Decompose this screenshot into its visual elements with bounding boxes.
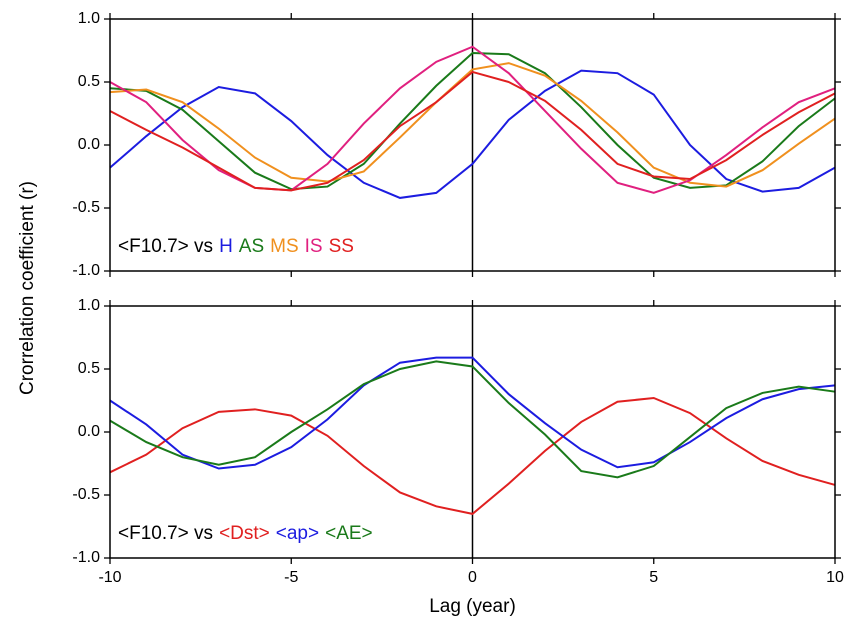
legend-entry: MS xyxy=(270,236,299,257)
x-tick-label: 10 xyxy=(826,569,844,586)
x-tick-label: 0 xyxy=(468,569,477,586)
series-line xyxy=(109,70,836,192)
plot-frame xyxy=(109,305,836,559)
series-line xyxy=(109,396,836,515)
series-line xyxy=(109,356,836,470)
x-axis-label: Lag (year) xyxy=(429,596,516,617)
y-tick-label: 0.5 xyxy=(78,73,100,90)
series-line xyxy=(109,62,836,188)
x-tick-label: -5 xyxy=(284,569,298,586)
y-tick-label: 1.0 xyxy=(78,10,100,27)
series-line xyxy=(109,360,836,479)
plot-frame xyxy=(109,18,836,272)
y-axis-label: Crorrelation coefficient (r) xyxy=(17,181,38,395)
legend-entry: <ap> xyxy=(276,523,319,544)
x-tick-label: -10 xyxy=(98,569,121,586)
y-tick-label: 0.0 xyxy=(78,423,100,440)
y-tick-label: -1.0 xyxy=(72,262,100,279)
series-line xyxy=(109,69,836,199)
y-tick-label: -0.5 xyxy=(72,199,100,216)
legend-title: <F10.7> vs xyxy=(118,236,213,257)
y-tick-label: 1.0 xyxy=(78,297,100,314)
y-tick-label: -0.5 xyxy=(72,486,100,503)
y-tick-label: 0.5 xyxy=(78,360,100,377)
y-tick-label: 0.0 xyxy=(78,136,100,153)
legend-entry: <Dst> xyxy=(219,523,270,544)
legend-entry: IS xyxy=(305,236,323,257)
y-tick-label: -1.0 xyxy=(72,549,100,566)
legend-title: <F10.7> vs xyxy=(118,523,213,544)
legend: <F10.7> vs <Dst> <ap> <AE> xyxy=(118,523,373,544)
legend-entry: AS xyxy=(239,236,264,257)
legend-entry: <AE> xyxy=(325,523,373,544)
series-line xyxy=(109,45,836,194)
legend-entry: SS xyxy=(329,236,354,257)
legend-entry: H xyxy=(219,236,233,257)
legend: <F10.7> vs H AS MS IS SS xyxy=(118,236,354,257)
x-tick-label: 5 xyxy=(649,569,658,586)
